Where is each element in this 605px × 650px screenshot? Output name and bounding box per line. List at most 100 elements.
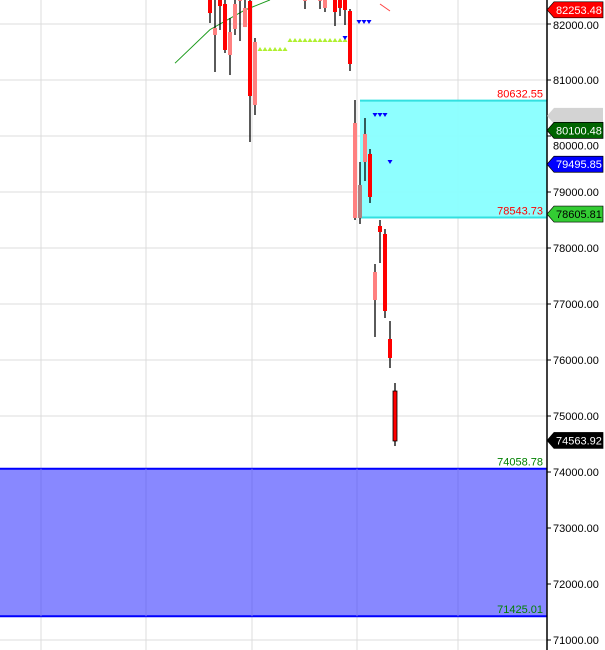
triangle-up-marker <box>317 38 323 42</box>
candle <box>373 264 377 337</box>
price-tag-label: 82253.48 <box>556 5 602 17</box>
candle <box>333 0 337 27</box>
candle <box>338 0 342 16</box>
price-tag <box>546 122 604 139</box>
candle-body <box>303 0 307 1</box>
price-tag-label: 80100.48 <box>556 125 602 137</box>
candle <box>363 118 367 182</box>
candle <box>253 38 257 115</box>
axis-tick-label: 71000.00 <box>553 635 599 647</box>
triangle-up-marker <box>277 47 283 51</box>
candle-body <box>363 133 367 162</box>
axis-tick-label: 82000.00 <box>553 20 599 32</box>
candle-body <box>383 234 387 311</box>
axis-tick-label: 79000.00 <box>553 187 599 199</box>
triangle-down-marker <box>382 113 388 117</box>
axis-tick-label: 78000.00 <box>553 243 599 255</box>
zone-bottom-label: 78543.73 <box>497 206 543 218</box>
triangle-up-marker <box>297 38 303 42</box>
triangle-down-marker <box>387 160 393 164</box>
candle <box>243 0 247 28</box>
triangle-up-marker <box>262 47 268 51</box>
candle <box>392 383 398 447</box>
triangle-down-marker <box>356 20 362 24</box>
candle-body <box>253 41 257 105</box>
axis-tick-label: 77000.00 <box>553 299 599 311</box>
moving-average-line <box>174 0 271 64</box>
candle <box>233 0 237 35</box>
candle <box>218 0 222 30</box>
axis-tick-label: 76000.00 <box>553 355 599 367</box>
candle-body <box>388 339 392 358</box>
candle-body <box>218 0 222 7</box>
candle <box>388 321 392 369</box>
candle-body <box>373 272 377 301</box>
candle-body <box>338 0 342 8</box>
triangle-up-marker <box>307 38 313 42</box>
candle-body <box>368 153 372 197</box>
candle <box>348 8 352 71</box>
triangle-up-marker <box>287 38 293 42</box>
price-tag <box>547 107 603 124</box>
zone-bottom-label: 71425.01 <box>497 604 543 616</box>
candle <box>213 0 217 72</box>
zone-top-label: 80632.55 <box>497 89 543 101</box>
candle-body <box>243 7 247 28</box>
triangle-down-marker <box>377 113 383 117</box>
price-tag <box>546 1 604 19</box>
candle <box>378 220 382 264</box>
triangle-down-marker <box>366 20 372 24</box>
triangle-down-marker <box>372 113 378 117</box>
triangle-up-marker <box>312 38 318 42</box>
triangle-up-marker <box>292 38 298 42</box>
candle-body <box>223 4 227 50</box>
triangle-up-marker <box>327 38 333 42</box>
candle <box>383 229 387 318</box>
indicator-line <box>379 3 391 12</box>
candle <box>323 0 327 13</box>
candle <box>208 0 212 23</box>
candle <box>318 0 322 9</box>
candle <box>303 0 307 9</box>
candle-body <box>392 390 398 442</box>
candle-body <box>343 0 347 10</box>
candle <box>248 0 252 142</box>
candle-body <box>318 0 322 1</box>
candle <box>358 161 362 224</box>
candle-body <box>358 185 362 218</box>
candle-body <box>238 0 242 1</box>
axis-tick-label: 72000.00 <box>553 579 599 591</box>
price-tag <box>546 155 604 173</box>
candle-body <box>213 27 217 35</box>
candle <box>368 148 372 203</box>
candle <box>228 18 232 76</box>
triangle-up-marker <box>257 47 263 51</box>
candle-body <box>353 123 357 218</box>
candle-body <box>248 0 252 97</box>
candle <box>223 0 227 54</box>
candle-body <box>378 225 382 232</box>
zone-top-label: 74058.78 <box>497 457 543 469</box>
price-axis <box>547 0 605 650</box>
candle-body <box>228 32 232 56</box>
candle <box>353 99 357 220</box>
candle-body <box>323 0 327 8</box>
triangle-up-marker <box>302 38 308 42</box>
candle-body <box>348 11 352 64</box>
zone-rect <box>360 100 547 218</box>
candle-body <box>233 4 237 29</box>
price-tag-label: 74563.92 <box>556 435 602 447</box>
triangle-up-marker <box>337 38 343 42</box>
axis-tick-label: 75000.00 <box>553 411 599 423</box>
triangle-down-marker <box>342 36 348 40</box>
triangle-up-marker <box>267 47 273 51</box>
axis-tick-label: 73000.00 <box>553 523 599 535</box>
triangle-up-marker <box>282 47 288 51</box>
axis-tick-label: 80000.00 <box>553 140 599 152</box>
triangle-up-marker <box>272 47 278 51</box>
price-tag <box>546 205 604 223</box>
axis-tick-label: 81000.00 <box>553 75 599 87</box>
triangle-up-marker <box>332 38 338 42</box>
axis-tick-label: 74000.00 <box>553 467 599 479</box>
